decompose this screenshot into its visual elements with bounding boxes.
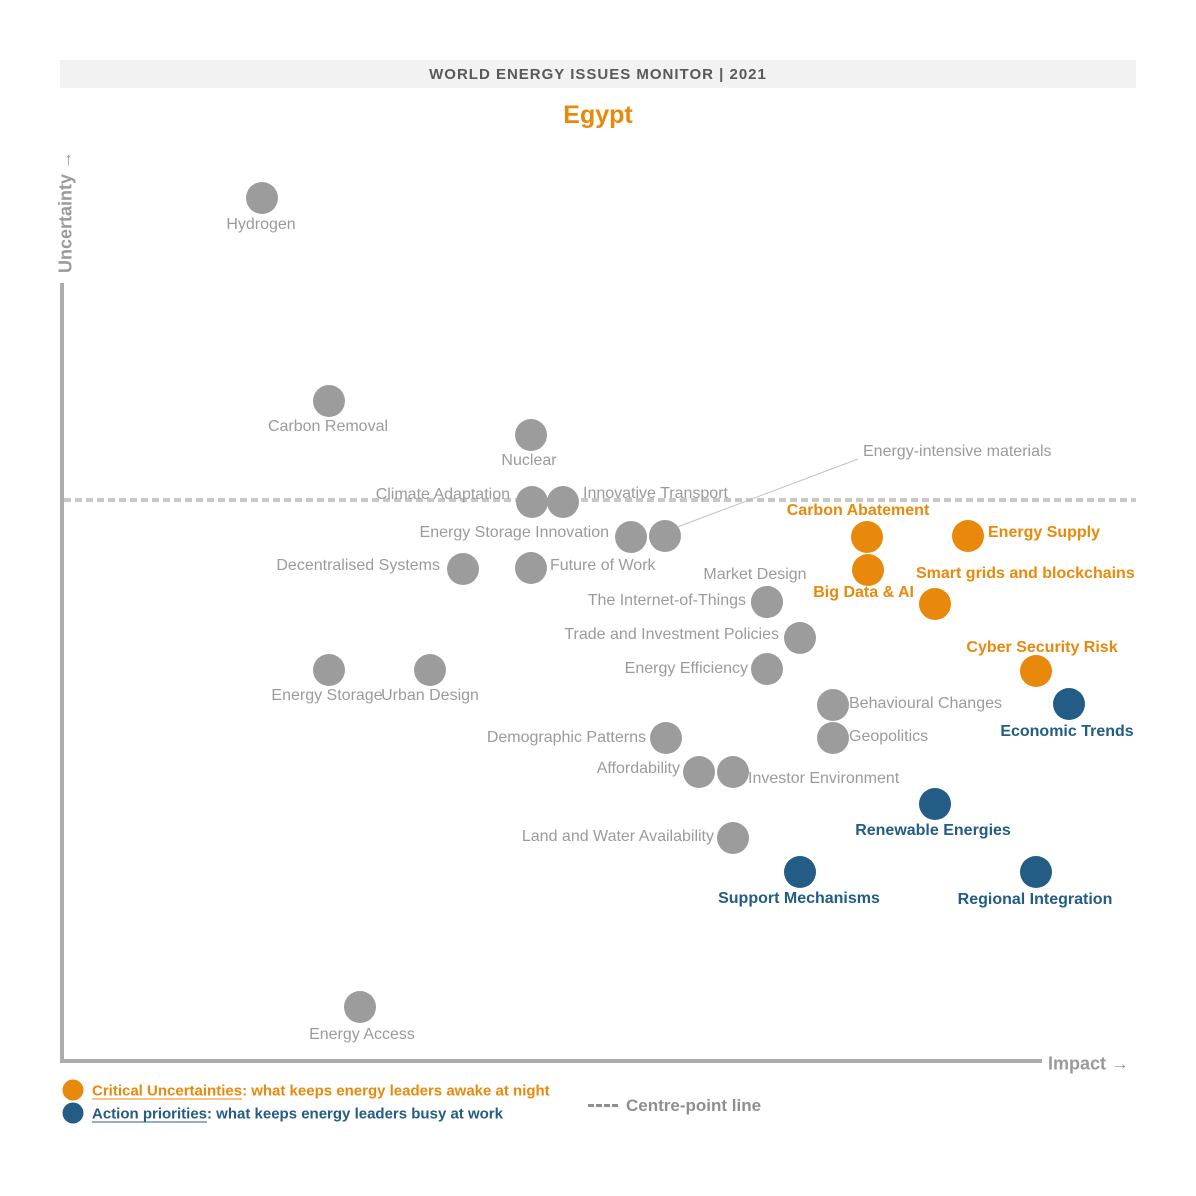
bubble-the-internet-of-things — [751, 586, 783, 618]
legend-action-dot — [62, 1102, 84, 1124]
bubble-cyber-security-risk — [1020, 655, 1052, 687]
x-axis-label: Impact → — [1048, 1053, 1130, 1074]
label-affordability: Affordability — [596, 760, 680, 777]
y-axis-line — [60, 283, 64, 1063]
label-land-and-water-availability: Land and Water Availability — [521, 828, 714, 845]
label-support-mechanisms: Support Mechanisms — [718, 890, 880, 907]
bubble-economic-trends — [1053, 688, 1085, 720]
bubble-smart-grids-and-blockchains — [852, 554, 884, 586]
label-economic-trends: Economic Trends — [1000, 723, 1134, 740]
legend-centre-line-label: Centre-point line — [626, 1096, 762, 1115]
label-future-of-work: Future of Work — [550, 557, 656, 574]
label-geopolitics: Geopolitics — [849, 728, 929, 745]
bubble-carbon-removal — [313, 385, 345, 417]
legend-action-desc: : what keeps energy leaders busy at work — [207, 1105, 503, 1123]
legend-action-term: Action priorities — [92, 1105, 208, 1123]
label-cyber-security-risk: Cyber Security Risk — [966, 639, 1118, 656]
bubble-land-and-water-availability — [717, 822, 749, 854]
label-energy-intensive-materials: Energy-intensive materials — [863, 443, 1052, 460]
label-demographic-patterns: Demographic Patterns — [486, 729, 646, 746]
label-carbon-abatement: Carbon Abatement — [786, 502, 930, 519]
bubble-energy-efficiency — [751, 653, 783, 685]
bubble-renewable-energies — [919, 788, 951, 820]
bubble-behavioural-changes — [817, 689, 849, 721]
bubble-climate-adaptation — [516, 486, 548, 518]
legend-critical-desc: : what keeps energy leaders awake at nig… — [242, 1082, 550, 1100]
label-energy-access: Energy Access — [309, 1026, 415, 1043]
bubble-hydrogen — [246, 182, 278, 214]
bubble-regional-integration — [1020, 856, 1052, 888]
bubble-big-data-ai — [919, 588, 951, 620]
bubble-energy-storage — [313, 654, 345, 686]
label-renewable-energies: Renewable Energies — [855, 822, 1011, 839]
bubble-energy-access — [344, 991, 376, 1023]
label-trade-and-investment-policies: Trade and Investment Policies — [564, 626, 779, 643]
label-urban-design: Urban Design — [381, 687, 479, 704]
x-axis-line — [60, 1059, 1042, 1063]
legend-centre-line-sample — [588, 1104, 618, 1107]
label-decentralised-systems: Decentralised Systems — [276, 557, 440, 574]
label-investor-environment: Investor Environment — [748, 770, 900, 787]
bubble-energy-supply — [952, 520, 984, 552]
bubble-energy-intensive-materials — [649, 520, 681, 552]
label-nuclear: Nuclear — [501, 452, 557, 469]
label-behavioural-changes: Behavioural Changes — [849, 695, 1002, 712]
bubble-innovative-transport — [547, 486, 579, 518]
label-market-design: Market Design — [703, 566, 807, 583]
bubble-demographic-patterns — [650, 722, 682, 754]
label-energy-storage: Energy Storage — [271, 687, 383, 704]
label-the-internet-of-things: The Internet-of-Things — [587, 592, 746, 609]
legend-action-text: Action priorities: what keeps energy lea… — [92, 1106, 503, 1123]
label-smart-grids-and-blockchains: Smart grids and blockchains — [916, 565, 1135, 582]
centre-point-line — [64, 498, 1136, 502]
bubble-nuclear — [515, 419, 547, 451]
label-energy-storage-innovation: Energy Storage Innovation — [419, 524, 609, 541]
legend-critical-text: Critical Uncertainties: what keeps energ… — [92, 1083, 550, 1100]
bubble-decentralised-systems — [447, 553, 479, 585]
label-innovative-transport: Innovative Transport — [583, 485, 728, 502]
label-energy-supply: Energy Supply — [988, 524, 1101, 541]
bubble-trade-and-investment-policies — [784, 622, 816, 654]
report-banner: WORLD ENERGY ISSUES MONITOR | 2021 — [60, 60, 1136, 88]
bubble-future-of-work — [515, 552, 547, 584]
y-axis-label: Uncertainty → — [55, 150, 76, 274]
label-big-data-ai: Big Data & AI — [813, 584, 914, 601]
label-energy-efficiency: Energy Efficiency — [624, 660, 748, 677]
bubble-urban-design — [414, 654, 446, 686]
label-regional-integration: Regional Integration — [957, 891, 1113, 908]
label-hydrogen: Hydrogen — [226, 216, 296, 233]
legend-critical-term: Critical Uncertainties — [92, 1082, 243, 1100]
bubble-investor-environment — [717, 756, 749, 788]
page-title: Egypt — [563, 101, 633, 129]
bubble-geopolitics — [817, 722, 849, 754]
bubble-energy-storage-innovation — [615, 521, 647, 553]
label-carbon-removal: Carbon Removal — [267, 418, 389, 435]
bubble-affordability — [683, 756, 715, 788]
label-climate-adaptation: Climate Adaptation — [375, 486, 510, 503]
bubble-support-mechanisms — [784, 856, 816, 888]
legend-critical-dot — [62, 1079, 84, 1101]
bubble-carbon-abatement — [851, 521, 883, 553]
